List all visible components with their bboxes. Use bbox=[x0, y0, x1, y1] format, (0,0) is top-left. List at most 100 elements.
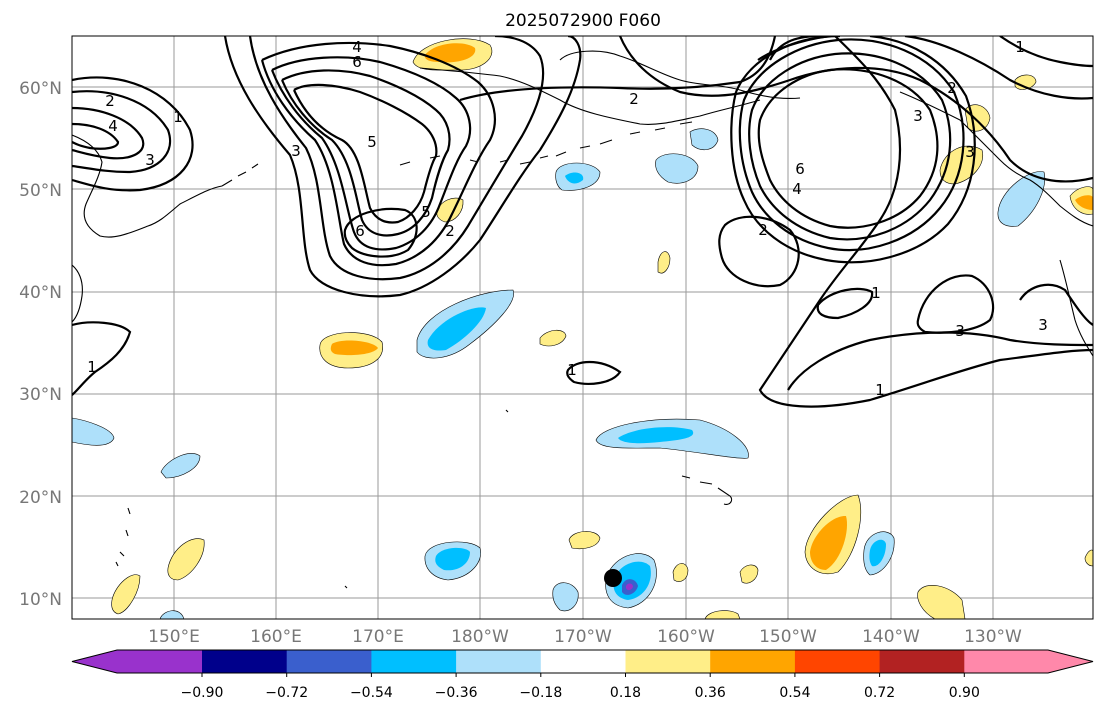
colorbar-segment bbox=[202, 650, 288, 673]
shade-pos-s3 bbox=[739, 564, 759, 584]
clabel: 1 bbox=[871, 284, 881, 302]
shade-neg-n1-core bbox=[565, 172, 584, 184]
clabel: 4 bbox=[108, 117, 118, 135]
coast-japan bbox=[72, 264, 83, 323]
contour-trough-inner bbox=[343, 207, 418, 258]
contour-high-2 bbox=[748, 52, 952, 241]
contour-w-1 bbox=[72, 76, 194, 192]
shade-neg-w bbox=[72, 417, 115, 446]
shade-pos-s1 bbox=[568, 531, 601, 549]
colorbar-labels: −0.90 −0.72 −0.54 −0.36 −0.18 0.18 0.36 0.54 0.7… bbox=[181, 673, 980, 701]
lon-label: 150°E bbox=[148, 627, 200, 647]
shade-neg-n3 bbox=[689, 128, 719, 150]
contour-high-5 bbox=[757, 36, 831, 61]
contour-e-1d bbox=[999, 36, 1093, 68]
clabel: 5 bbox=[421, 203, 431, 221]
shade-pos-se-core bbox=[810, 515, 848, 570]
contour-trough-6 bbox=[292, 83, 438, 224]
colorbar-tick-label: 0.18 bbox=[610, 685, 641, 701]
clabel: 2 bbox=[629, 90, 639, 108]
clabel: 3 bbox=[913, 107, 923, 125]
colorbar-segment bbox=[964, 650, 1048, 673]
contour-labels: 4 6 2 4 3 1 5 3 5 2 6 2 6 4 3 2 3 2 1 1 … bbox=[87, 38, 1048, 399]
contour-small-1 bbox=[566, 360, 622, 385]
contour-w-4 bbox=[72, 122, 120, 150]
shade-neg-n2 bbox=[655, 153, 699, 184]
shade-pos-mid-core bbox=[330, 340, 378, 356]
shade-neg-ne bbox=[997, 171, 1046, 227]
clabel: 3 bbox=[1038, 316, 1048, 334]
colorbar-tick-label: −0.18 bbox=[519, 685, 562, 701]
clabel: 2 bbox=[445, 222, 455, 240]
coast-kuril bbox=[221, 163, 259, 187]
lon-label: 170°E bbox=[352, 627, 404, 647]
lon-label: 130°W bbox=[964, 627, 1022, 647]
lon-label: 160°W bbox=[657, 627, 715, 647]
lat-label: 50°N bbox=[19, 181, 62, 201]
contour-e-2 bbox=[459, 36, 777, 102]
colorbar-tick-label: −0.72 bbox=[265, 685, 308, 701]
colorbar-segment bbox=[625, 650, 711, 673]
contour-high-3 bbox=[738, 38, 965, 252]
shade-pos-bering-core bbox=[424, 43, 476, 63]
contour-e-1 bbox=[618, 36, 1093, 183]
clabel: 1 bbox=[875, 381, 885, 399]
shade-neg-s1-core bbox=[435, 547, 470, 571]
shade-pos-ne4-core bbox=[1075, 195, 1093, 210]
lon-label: 160°E bbox=[250, 627, 302, 647]
lat-label: 40°N bbox=[19, 283, 62, 303]
colorbar-tick-label: 0.36 bbox=[695, 685, 726, 701]
clabel: 6 bbox=[352, 53, 362, 71]
lat-label: 60°N bbox=[19, 79, 62, 99]
colorbar-segment bbox=[794, 650, 881, 673]
clabel: 5 bbox=[367, 133, 377, 151]
clabel: 3 bbox=[145, 151, 155, 169]
contour-w-3 bbox=[72, 106, 145, 160]
clabel: 4 bbox=[792, 180, 802, 198]
storm-position-marker bbox=[604, 569, 622, 587]
clabel: 1 bbox=[173, 108, 183, 126]
shade-pos-sw2 bbox=[111, 574, 141, 615]
colorbar-extend-max bbox=[1048, 650, 1093, 673]
clabel: 6 bbox=[355, 222, 365, 240]
coast-northwest-us bbox=[1059, 259, 1093, 357]
contour-e-2b bbox=[718, 215, 800, 288]
lat-label: 20°N bbox=[19, 488, 62, 508]
contour-e-1c bbox=[904, 36, 1093, 100]
contours bbox=[72, 36, 1093, 408]
shade-pos-edge bbox=[1084, 549, 1093, 567]
clabel: 3 bbox=[965, 143, 975, 161]
lat-labels: 60°N 50°N 40°N 30°N 20°N 10°N bbox=[19, 79, 62, 610]
shade-pos-small2 bbox=[657, 251, 671, 274]
lon-label: 150°W bbox=[759, 627, 817, 647]
map-frame bbox=[71, 35, 1094, 620]
colorbar-segment bbox=[456, 650, 542, 673]
colorbar-segment bbox=[540, 650, 626, 673]
clabel: 3 bbox=[955, 322, 965, 340]
lon-label: 170°W bbox=[554, 627, 612, 647]
contour-e-3 bbox=[916, 274, 995, 334]
colorbar bbox=[71, 649, 1094, 674]
colorbar-segment bbox=[879, 650, 965, 673]
contour-high-1 bbox=[757, 68, 939, 229]
clabel: 1 bbox=[1015, 38, 1025, 56]
colorbar-segment bbox=[710, 650, 796, 673]
shade-pos-small1 bbox=[539, 329, 567, 347]
colorbar-tick-label: 0.54 bbox=[779, 685, 810, 701]
clabel: 6 bbox=[795, 160, 805, 178]
lon-labels: 150°E 160°E 170°E 180°W 170°W 160°W 150°… bbox=[148, 627, 1022, 647]
clabel: 4 bbox=[352, 38, 362, 56]
shade-pos-s2 bbox=[672, 563, 689, 582]
colorbar-tick-label: −0.54 bbox=[350, 685, 393, 701]
lon-label: 180°W bbox=[451, 627, 509, 647]
contour-e-3b bbox=[1019, 283, 1093, 326]
contour-e-1b bbox=[816, 287, 874, 320]
clabel: 2 bbox=[947, 79, 957, 97]
shade-neg-s2-innermost bbox=[626, 583, 633, 591]
clabel: 2 bbox=[758, 221, 768, 239]
coast-alaska-peninsula bbox=[419, 67, 761, 125]
shade-pos-bottom bbox=[704, 610, 741, 619]
contour-w-2 bbox=[72, 90, 171, 174]
coast-small-islands bbox=[115, 409, 509, 589]
